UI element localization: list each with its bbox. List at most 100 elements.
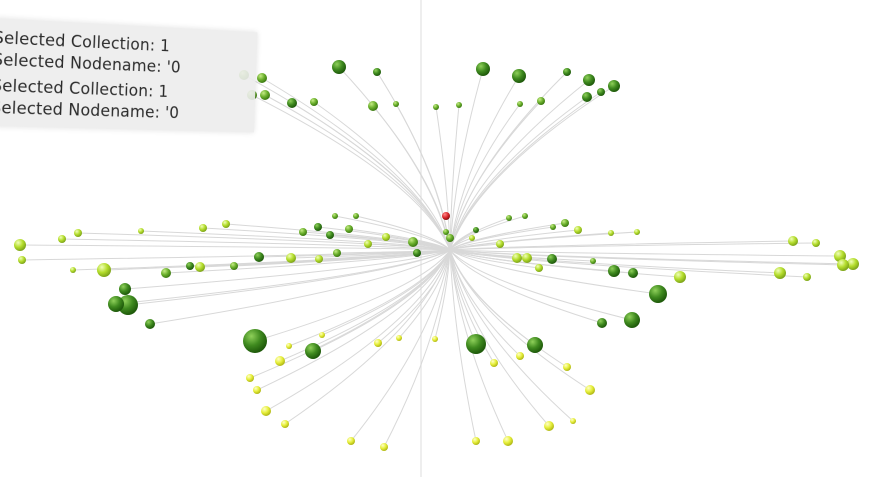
graph-node[interactable] (496, 240, 504, 248)
graph-node[interactable] (634, 229, 640, 235)
graph-node[interactable] (590, 258, 596, 264)
graph-node[interactable] (70, 267, 76, 273)
graph-node[interactable] (585, 385, 595, 395)
graph-node[interactable] (506, 215, 512, 221)
graph-node[interactable] (145, 319, 155, 329)
graph-node[interactable] (195, 262, 205, 272)
graph-node[interactable] (624, 312, 640, 328)
graph-node[interactable] (230, 262, 238, 270)
graph-node[interactable] (473, 227, 479, 233)
graph-node[interactable] (257, 73, 267, 83)
graph-node[interactable] (788, 236, 798, 246)
graph-node[interactable] (466, 334, 486, 354)
graph-node[interactable] (563, 363, 571, 371)
graph-node[interactable] (18, 256, 26, 264)
graph-node[interactable] (516, 352, 524, 360)
graph-node[interactable] (373, 68, 381, 76)
graph-node[interactable] (261, 406, 271, 416)
graph-node[interactable] (260, 90, 270, 100)
graph-node[interactable] (674, 271, 686, 283)
graph-node[interactable] (413, 249, 421, 257)
graph-node[interactable] (332, 60, 346, 74)
graph-node[interactable] (469, 235, 475, 241)
graph-node[interactable] (774, 267, 786, 279)
graph-node[interactable] (649, 285, 667, 303)
graph-node[interactable] (380, 443, 388, 451)
graph-node[interactable] (535, 264, 543, 272)
graph-node[interactable] (186, 262, 194, 270)
graph-node[interactable] (138, 228, 144, 234)
graph-node[interactable] (222, 220, 230, 228)
graph-node[interactable] (396, 335, 402, 341)
graph-node[interactable] (544, 421, 554, 431)
graph-node[interactable] (14, 239, 26, 251)
graph-node[interactable] (517, 101, 523, 107)
graph-node[interactable] (512, 69, 526, 83)
graph-node[interactable] (597, 318, 607, 328)
graph-node[interactable] (314, 223, 322, 231)
graph-node[interactable] (803, 273, 811, 281)
graph-node[interactable] (550, 224, 556, 230)
graph-node[interactable] (119, 283, 131, 295)
graph-node[interactable] (333, 249, 341, 257)
graph-node[interactable] (319, 332, 325, 338)
graph-node[interactable] (58, 235, 66, 243)
graph-node[interactable] (161, 268, 171, 278)
graph-node[interactable] (446, 234, 454, 242)
graph-node[interactable] (503, 436, 513, 446)
graph-node[interactable] (522, 253, 532, 263)
graph-node[interactable] (326, 231, 334, 239)
graph-node[interactable] (563, 68, 571, 76)
graph-node[interactable] (583, 74, 595, 86)
graph-node[interactable] (287, 98, 297, 108)
graph-node[interactable] (332, 213, 338, 219)
graph-node[interactable] (628, 268, 638, 278)
graph-node[interactable] (299, 228, 307, 236)
graph-node[interactable] (246, 374, 254, 382)
graph-node[interactable] (382, 233, 390, 241)
graph-node[interactable] (456, 102, 462, 108)
graph-node[interactable] (582, 92, 592, 102)
graph-node[interactable] (537, 97, 545, 105)
graph-node[interactable] (275, 356, 285, 366)
graph-node[interactable] (243, 329, 267, 353)
graph-node[interactable] (812, 239, 820, 247)
graph-node[interactable] (433, 104, 439, 110)
graph-node[interactable] (522, 213, 528, 219)
graph-node[interactable] (74, 229, 82, 237)
graph-node[interactable] (472, 437, 480, 445)
graph-node[interactable] (286, 253, 296, 263)
graph-node[interactable] (254, 252, 264, 262)
graph-node[interactable] (547, 254, 557, 264)
graph-node[interactable] (837, 259, 849, 271)
graph-node[interactable] (393, 101, 399, 107)
graph-node[interactable] (408, 237, 418, 247)
graph-node[interactable] (315, 255, 323, 263)
graph-node[interactable] (608, 265, 620, 277)
graph-node[interactable] (608, 230, 614, 236)
graph-node[interactable] (286, 343, 292, 349)
graph-node[interactable] (108, 296, 124, 312)
graph-node[interactable] (310, 98, 318, 106)
graph-node[interactable] (476, 62, 490, 76)
graph-node[interactable] (597, 88, 605, 96)
graph-node[interactable] (368, 101, 378, 111)
graph-node[interactable] (353, 213, 359, 219)
graph-node[interactable] (374, 339, 382, 347)
graph-node[interactable] (253, 386, 261, 394)
graph-node[interactable] (574, 226, 582, 234)
graph-node[interactable] (561, 219, 569, 227)
graph-node[interactable] (432, 336, 438, 342)
graph-node[interactable] (345, 225, 353, 233)
graph-node[interactable] (443, 229, 449, 235)
graph-node[interactable] (199, 224, 207, 232)
graph-node[interactable] (97, 263, 111, 277)
graph-node[interactable] (608, 80, 620, 92)
graph-node[interactable] (512, 253, 522, 263)
graph-node[interactable] (527, 337, 543, 353)
graph-node[interactable] (305, 343, 321, 359)
graph-node[interactable] (347, 437, 355, 445)
graph-node[interactable] (281, 420, 289, 428)
graph-node[interactable] (570, 418, 576, 424)
graph-node[interactable] (364, 240, 372, 248)
